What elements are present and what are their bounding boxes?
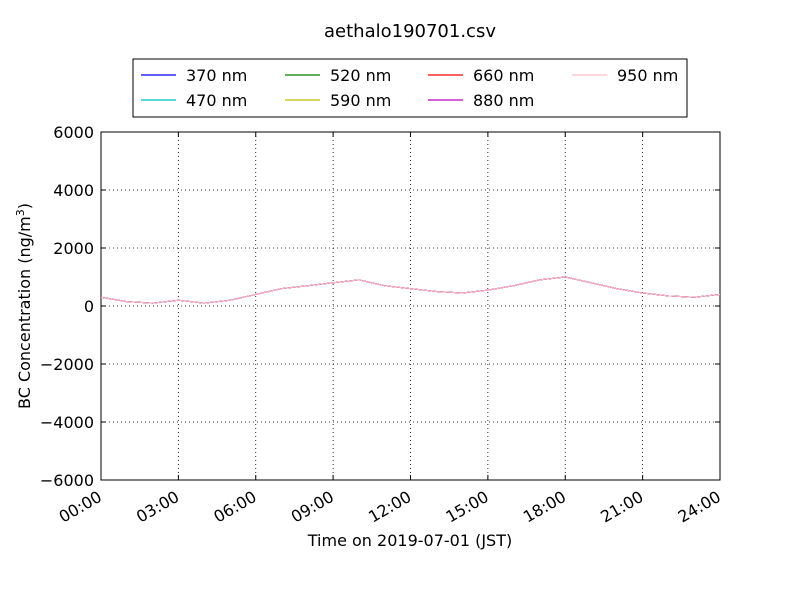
legend-label: 470 nm	[186, 91, 247, 110]
y-axis-label-suffix: )	[15, 203, 34, 209]
legend-label: 950 nm	[617, 66, 678, 85]
legend-label: 660 nm	[473, 66, 534, 85]
y-tick-label: −2000	[40, 355, 94, 374]
y-tick-label: −4000	[40, 413, 94, 432]
y-tick-label: 6000	[53, 123, 94, 142]
y-tick-label: 4000	[53, 181, 94, 200]
legend-label: 880 nm	[473, 91, 534, 110]
y-tick-label: −6000	[40, 471, 94, 490]
y-axis-label-main: BC Concentration (ng/m	[15, 216, 34, 409]
series-lines	[100, 276, 721, 304]
y-axis-label: BC Concentration (ng/m3)	[14, 203, 34, 409]
chart-title: aethalo190701.csv	[324, 21, 496, 42]
y-tick-label: 2000	[53, 239, 94, 258]
legend: 370 nm 470 nm 520 nm 590 nm 660 nm 880 nm 950 …	[132, 58, 688, 118]
legend-label: 520 nm	[330, 66, 391, 85]
legend-frame	[132, 58, 688, 118]
legend-label: 370 nm	[186, 66, 247, 85]
legend-label: 590 nm	[330, 91, 391, 110]
series-line-950-nm	[100, 276, 721, 304]
x-axis-label: Time on 2019-07-01 (JST)	[307, 531, 512, 550]
y-axis-label-superscript: 3	[14, 209, 27, 216]
y-axis: 6000 4000 2000 0 −2000 −4000 −6000	[40, 123, 720, 490]
y-tick-label: 0	[84, 297, 94, 316]
